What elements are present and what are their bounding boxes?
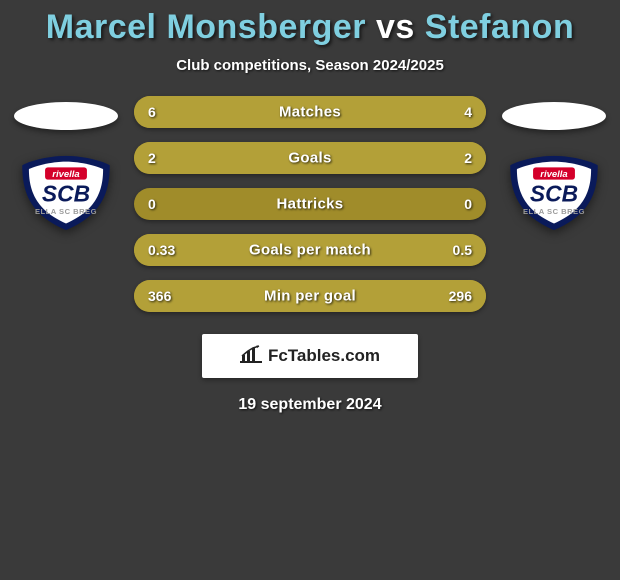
stat-value-right: 2 xyxy=(464,150,472,166)
stat-fill-left xyxy=(134,142,310,174)
svg-text:ELLA SC BREG: ELLA SC BREG xyxy=(35,207,97,216)
brand-text: FcTables.com xyxy=(268,346,380,366)
stat-value-left: 6 xyxy=(148,104,156,120)
stat-value-left: 2 xyxy=(148,150,156,166)
stat-fill-right xyxy=(310,142,486,174)
svg-text:ELLA SC BREG: ELLA SC BREG xyxy=(523,207,585,216)
stats-column: 6 4 Matches 2 2 Goals 0 0 Hattricks 0.33 0.5 Goals … xyxy=(134,96,486,312)
stat-value-left: 0 xyxy=(148,196,156,212)
player2-club-badge: rivellaSCBELLA SC BREG xyxy=(506,154,602,232)
stat-label: Matches xyxy=(279,104,341,121)
svg-text:rivella: rivella xyxy=(540,169,567,180)
svg-text:SCB: SCB xyxy=(530,181,578,207)
player2-avatar-placeholder xyxy=(502,102,606,130)
player1-column: rivellaSCBELLA SC BREG xyxy=(10,96,122,232)
footer: FcTables.com 19 september 2024 xyxy=(202,334,418,414)
stat-bar: 0 0 Hattricks xyxy=(134,188,486,220)
stat-label: Goals per match xyxy=(249,242,371,259)
title-player1: Marcel Monsberger xyxy=(46,8,366,46)
stat-bar: 0.33 0.5 Goals per match xyxy=(134,234,486,266)
stat-value-right: 0.5 xyxy=(453,242,472,258)
page-title: Marcel Monsberger vs Stefanon xyxy=(46,8,574,47)
stat-value-right: 296 xyxy=(449,288,472,304)
player1-avatar-placeholder xyxy=(14,102,118,130)
title-vs: vs xyxy=(376,8,415,46)
stat-value-left: 0.33 xyxy=(148,242,175,258)
comparison-row: rivellaSCBELLA SC BREG 64Matches22Goals0… xyxy=(0,96,620,312)
stat-value-right: 4 xyxy=(464,104,472,120)
title-player2: Stefanon xyxy=(425,8,574,46)
stat-label: Hattricks xyxy=(277,196,344,213)
date-text: 19 september 2024 xyxy=(238,396,381,414)
subtitle: Club competitions, Season 2024/2025 xyxy=(176,57,444,74)
player1-club-badge: rivellaSCBELLA SC BREG xyxy=(18,154,114,232)
player2-column: rivellaSCBELLA SC BREG xyxy=(498,96,610,232)
stat-bar: 2 2 Goals xyxy=(134,142,486,174)
chart-icon xyxy=(240,345,262,368)
svg-text:rivella: rivella xyxy=(52,169,79,180)
stat-label: Goals xyxy=(288,150,331,167)
stat-value-right: 0 xyxy=(464,196,472,212)
stat-bar: 366 296 Min per goal xyxy=(134,280,486,312)
svg-text:SCB: SCB xyxy=(42,181,90,207)
brand-box: FcTables.com xyxy=(202,334,418,378)
stat-bar: 6 4 Matches xyxy=(134,96,486,128)
stat-label: Min per goal xyxy=(264,288,356,305)
stat-value-left: 366 xyxy=(148,288,171,304)
